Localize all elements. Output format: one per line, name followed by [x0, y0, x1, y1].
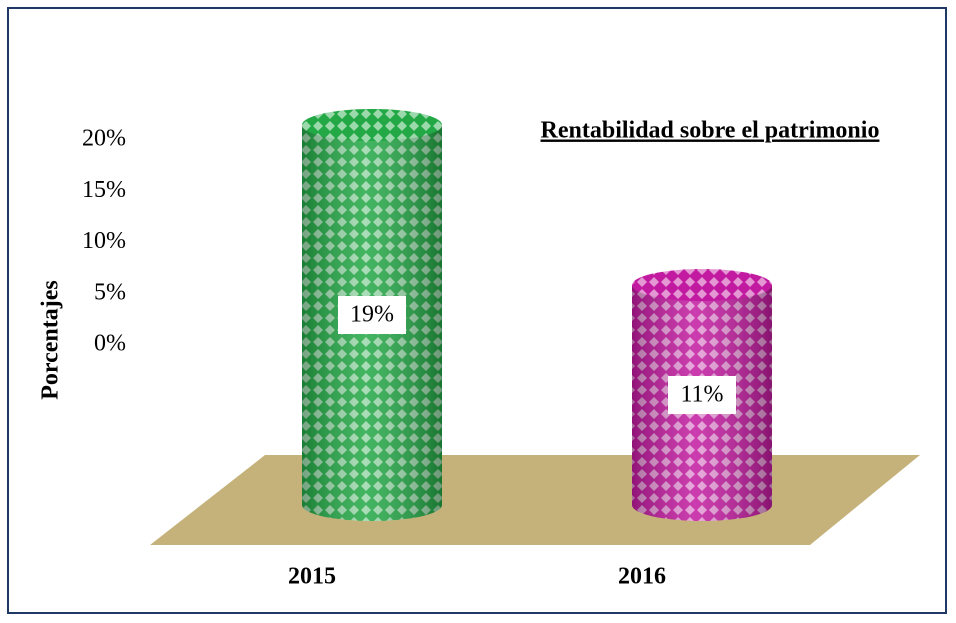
bar-top [632, 269, 772, 301]
y-tick-label: 0% [94, 331, 126, 357]
y-tick-label: 10% [82, 228, 126, 254]
value-label: 19% [350, 302, 394, 328]
y-tick-label: 15% [82, 177, 126, 203]
y-axis-label: Porcentajes [38, 280, 64, 400]
y-tick-label: 5% [94, 279, 126, 305]
chart-title: Rentabilidad sobre el patrimonio [541, 118, 880, 144]
bar-top [302, 109, 442, 141]
value-label-box [668, 376, 736, 414]
y-tick-label: 20% [82, 126, 126, 152]
x-tick-label: 2015 [288, 564, 336, 590]
value-label-box [338, 296, 406, 334]
floor [150, 455, 920, 545]
value-label: 11% [680, 382, 723, 408]
x-tick-label: 2016 [618, 564, 666, 590]
